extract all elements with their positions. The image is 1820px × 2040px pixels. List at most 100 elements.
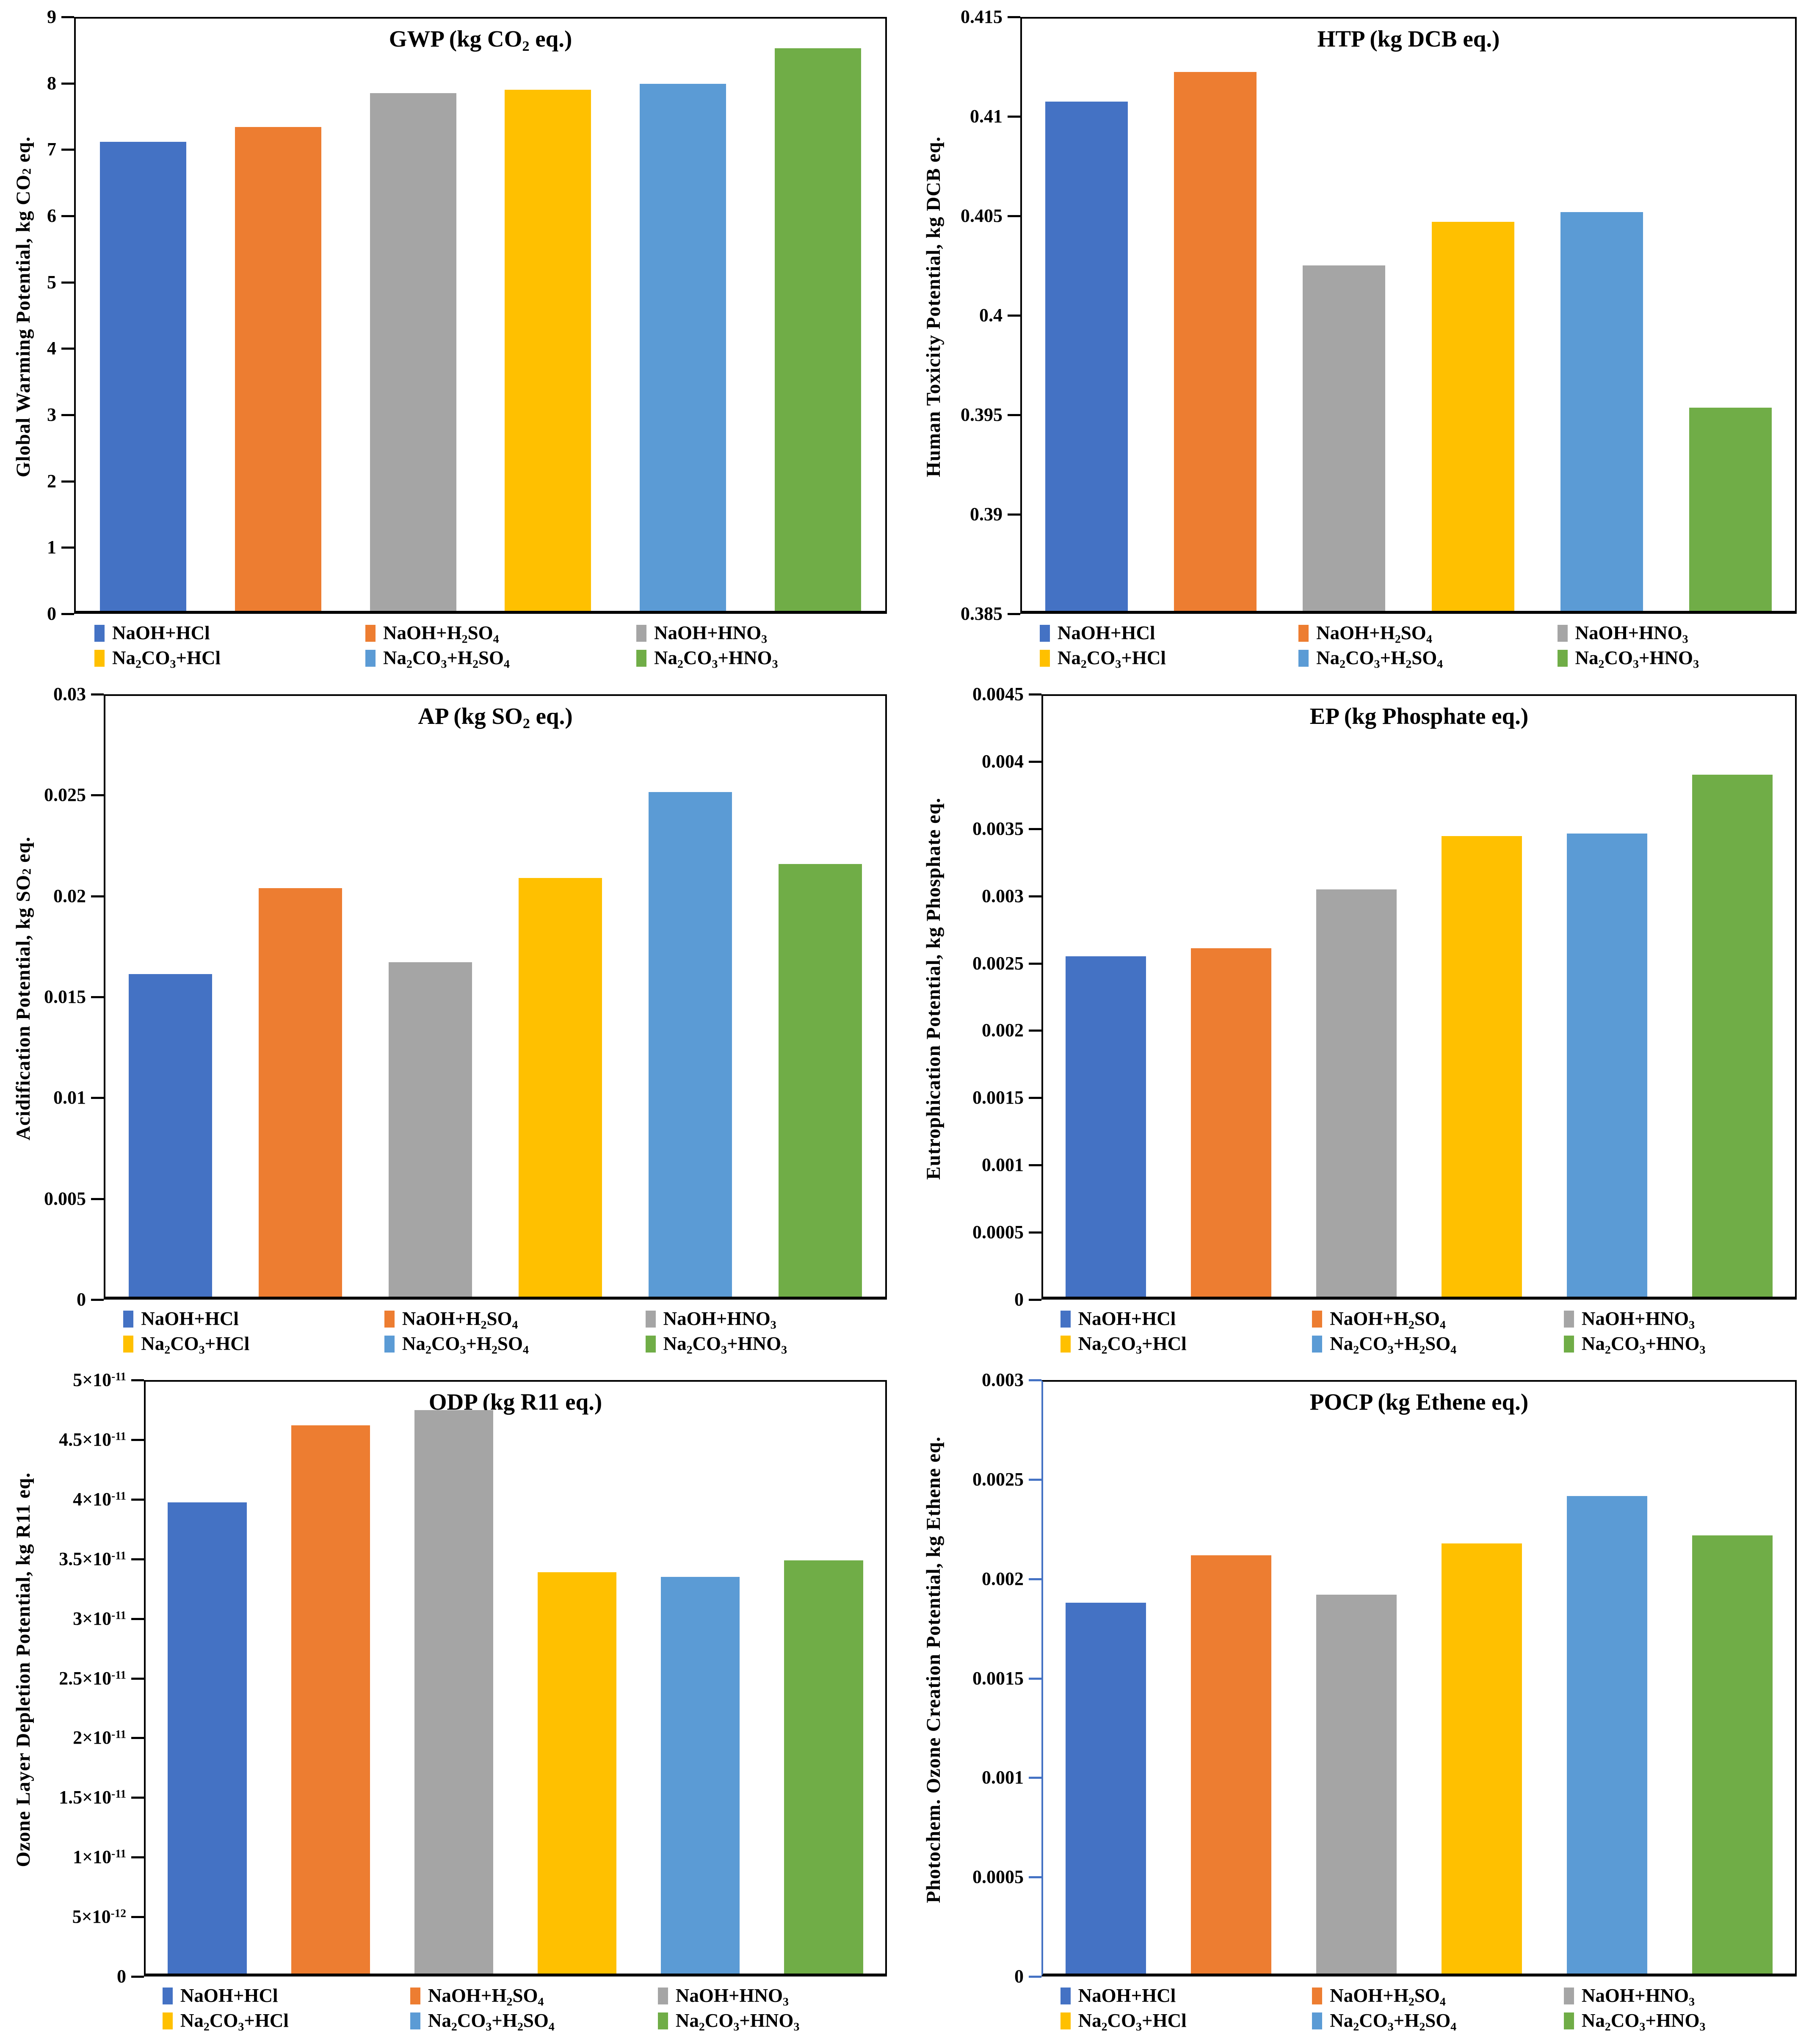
bar-Na2CO3+H2SO4 [661,1577,740,1974]
legend-item-Na2CO3+H2SO4: Na2CO3+H2SO4 [392,2011,639,2033]
plot-area-ap: AP (kg SO2 eq.) [104,694,887,1300]
legend-item-NaOH+H2SO4: NaOH+H2SO4 [1293,1309,1545,1331]
legend-label: NaOH+H2SO4 [1316,622,1432,646]
bar-NaOH+HNO3 [1303,265,1386,611]
y-tick-mark [131,1797,144,1799]
legend-swatch-icon [384,1335,395,1353]
legend-item-Na2CO3+HCl: Na2CO3+HCl [1041,1333,1293,1357]
y-tick-label: 0.002 [982,1020,1024,1041]
y-axis-title: Global Warming Potential, kg CO2 eq. [12,136,34,478]
y-tick-label: 0.4 [979,305,1003,326]
legend-swatch-icon [657,1987,668,2004]
y-tick-label: 0.395 [961,404,1003,425]
y-tick-mark [1029,1097,1041,1099]
y-tick-mark [61,480,74,483]
y-tick-label: 0.0005 [972,1866,1024,1888]
y-tick-label: 0.0035 [972,818,1024,839]
legend-swatch-icon [1312,2012,1323,2029]
y-tick-mark [1029,1976,1041,1978]
chart-area-ap: Acidification Potential, kg SO2 eq. 0 0.00… [0,677,910,1309]
legend-item-Na2CO3+H2SO4: Na2CO3+H2SO4 [1293,1334,1545,1356]
legend-label: Na2CO3+HNO3 [675,2010,800,2034]
bar-Na2CO3+HNO3 [779,864,862,1297]
chart-panel-ap: Acidification Potential, kg SO2 eq. 0 0.00… [0,677,910,1363]
y-tick-label: 0.03 [53,684,86,704]
y-axis-title: Photochem. Ozone Creation Potential, kg … [922,1436,945,1903]
y-tick-mark [131,1498,144,1501]
legend-label: NaOH+HCl [141,1308,239,1329]
chart-title: EP (kg Phosphate eq.) [1309,703,1529,729]
y-tick-mark [131,1856,144,1859]
y-tick-mark [1008,513,1020,516]
legend-item-NaOH+H2SO4: NaOH+H2SO4 [345,624,616,645]
legend-item-Na2CO3+HCl: Na2CO3+HCl [74,647,345,671]
chart-area-odp: Ozone Layer Depletion Potential, kg R11 … [0,1363,910,1986]
legend-swatch-icon [123,1335,134,1353]
legend-swatch-icon [1563,1310,1574,1328]
y-tick-label: 1.5×10-11 [59,1787,126,1808]
legend-item-Na2CO3+H2SO4: Na2CO3+H2SO4 [345,649,616,670]
bar-NaOH+HCl [1045,101,1128,611]
legend-label: NaOH+HCl [1057,622,1155,643]
bar-NaOH+HNO3 [414,1410,494,1974]
legend-label: Na2CO3+HCl [1078,2010,1187,2034]
y-tick-label: 0.02 [53,885,86,906]
legend-swatch-icon [1557,649,1568,667]
legend-label: NaOH+HCl [1078,1985,1176,2006]
y-tick-label: 0.0015 [972,1667,1024,1689]
y-tick-mark [1008,315,1020,317]
plot-area-pocp: POCP (kg Ethene eq.) [1041,1380,1797,1977]
y-tick-mark [1029,1478,1041,1481]
legend-label: Na2CO3+HCl [1078,1333,1187,1357]
bar-NaOH+H2SO4 [259,888,342,1297]
y-tick-mark [1029,1578,1041,1580]
legend-swatch-icon [1563,1335,1574,1353]
y-axis-ticks: 0 0.0005 0.001 0.0015 0.002 0.0025 0.003 [957,1371,1041,1986]
legend: NaOH+HCl NaOH+H2SO4 NaOH+HNO3 Na2CO3+HCl Na2… [1041,1300,1797,1363]
bar-Na2CO3+H2SO4 [1567,1496,1647,1974]
legend: NaOH+HCl NaOH+H2SO4 NaOH+HNO3 Na2CO3+HCl Na2… [74,614,887,677]
y-tick-label: 0.405 [961,205,1003,226]
y-tick-mark [1029,693,1041,696]
y-tick-label: 0 [47,603,56,624]
y-tick-mark [1029,1299,1041,1301]
legend-label: Na2CO3+HNO3 [1581,2010,1706,2034]
bar-Na2CO3+HCl [1442,836,1522,1297]
y-axis-title-column: Acidification Potential, kg SO2 eq. [0,677,47,1300]
plot-area-gwp: GWP (kg CO2 eq.) [74,17,887,614]
legend-item-NaOH+H2SO4: NaOH+H2SO4 [365,1309,626,1331]
y-tick-mark [61,149,74,151]
bar-Na2CO3+HCl [519,878,602,1297]
bar-NaOH+H2SO4 [1174,72,1257,611]
y-tick-mark [91,693,104,696]
chart-title: POCP (kg Ethene eq.) [1309,1389,1529,1415]
y-axis-ticks: 0 0.005 0.01 0.015 0.02 0.025 0.03 [44,685,104,1309]
legend-swatch-icon [1060,1335,1071,1353]
chart-area-gwp: Global Warming Potential, kg CO2 eq. 0 1 2 3… [0,0,910,623]
legend-label: Na2CO3+HNO3 [1575,647,1699,671]
plot-area-ep: EP (kg Phosphate eq.) [1041,694,1797,1300]
legend-item-NaOH+HCl: NaOH+HCl [1041,1986,1293,2005]
bar-Na2CO3+H2SO4 [640,83,726,611]
bar-NaOH+HNO3 [1316,1595,1397,1974]
legend-item-NaOH+HCl: NaOH+HCl [1041,1309,1293,1328]
y-tick-mark [61,215,74,217]
legend-item-NaOH+HNO3: NaOH+HNO3 [1545,1309,1797,1331]
y-tick-label: 0.0025 [972,952,1024,974]
y-tick-mark [131,1916,144,1919]
y-tick-label: 0.003 [982,885,1024,906]
bar-Na2CO3+HNO3 [774,48,861,611]
y-tick-label: 1×10-11 [73,1847,126,1868]
y-tick-label: 0.015 [44,986,86,1007]
y-tick-label: 9 [47,6,56,27]
y-tick-label: 0.0045 [972,684,1024,704]
legend-label: Na2CO3+HCl [112,647,221,671]
legend-item-Na2CO3+HCl: Na2CO3+HCl [1020,649,1279,670]
legend-label: NaOH+H2SO4 [428,1985,544,2009]
y-tick-mark [61,414,74,416]
legend-swatch-icon [1563,2012,1574,2029]
legend-swatch-icon [94,649,105,667]
legend-item-Na2CO3+HNO3: Na2CO3+HNO3 [1538,647,1797,671]
y-tick-label: 0.41 [970,106,1003,127]
